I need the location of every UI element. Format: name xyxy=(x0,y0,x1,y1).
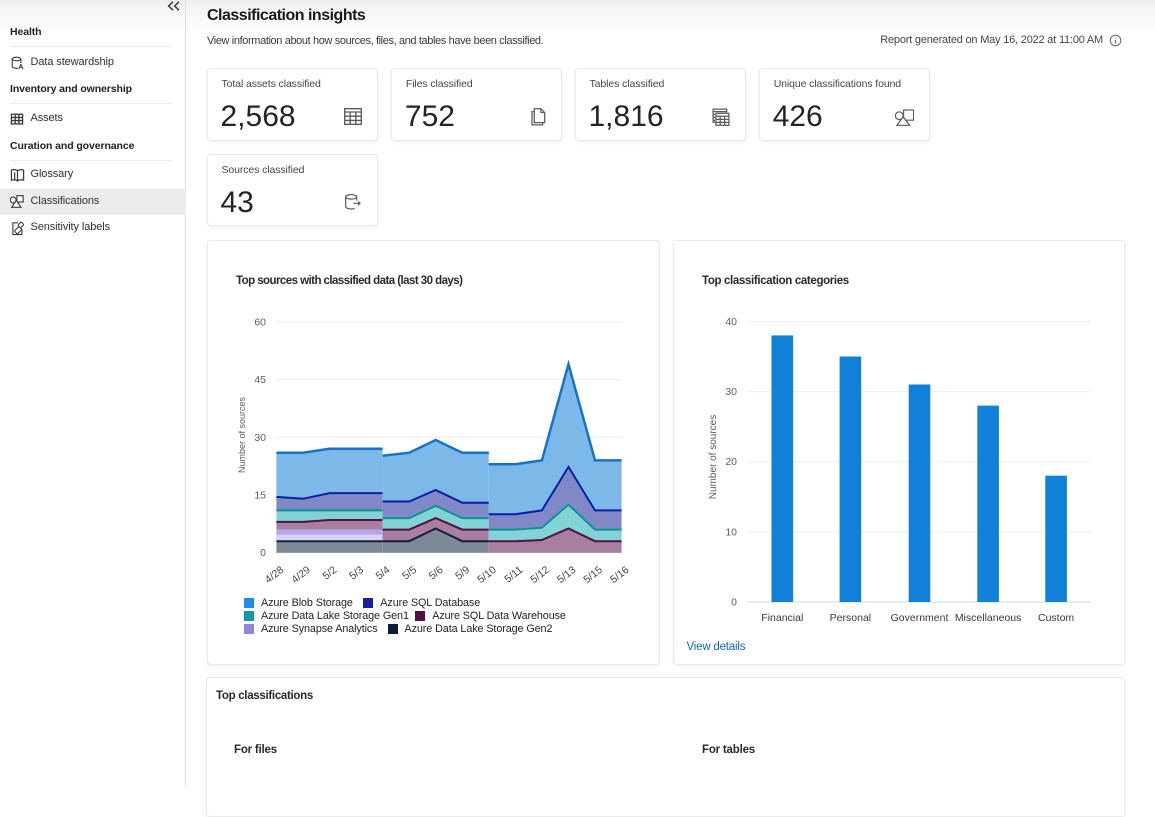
svg-text:Custom: Custom xyxy=(1038,612,1074,624)
svg-text:30: 30 xyxy=(725,386,737,398)
svg-text:5/15: 5/15 xyxy=(581,564,605,586)
svg-text:5/12: 5/12 xyxy=(528,564,552,586)
svg-text:4/29: 4/29 xyxy=(289,564,313,586)
svg-text:10: 10 xyxy=(725,526,737,538)
svg-text:A: A xyxy=(18,64,23,71)
svg-text:60: 60 xyxy=(254,316,266,328)
svg-text:Government: Government xyxy=(890,612,948,624)
svg-text:5/3: 5/3 xyxy=(347,564,366,583)
svg-text:5/13: 5/13 xyxy=(554,564,578,586)
svg-text:15: 15 xyxy=(254,490,266,502)
svg-text:5/11: 5/11 xyxy=(502,564,525,586)
svg-text:30: 30 xyxy=(254,432,266,444)
svg-text:0: 0 xyxy=(260,547,266,559)
svg-text:5/2: 5/2 xyxy=(320,564,339,583)
svg-text:0: 0 xyxy=(731,597,737,609)
svg-text:Financial: Financial xyxy=(761,612,803,624)
svg-text:4/28: 4/28 xyxy=(262,564,286,586)
svg-text:45: 45 xyxy=(254,374,266,386)
svg-text:40: 40 xyxy=(725,316,737,328)
svg-text:Miscellaneous: Miscellaneous xyxy=(954,612,1021,624)
svg-text:Number of sources: Number of sources xyxy=(237,396,247,473)
svg-text:5/10: 5/10 xyxy=(475,564,499,586)
svg-text:Personal: Personal xyxy=(829,612,870,624)
svg-text:20: 20 xyxy=(725,456,737,468)
svg-text:Number of sources: Number of sources xyxy=(708,415,719,499)
svg-text:5/5: 5/5 xyxy=(400,564,419,583)
svg-text:5/16: 5/16 xyxy=(607,564,631,586)
svg-text:5/9: 5/9 xyxy=(453,564,472,583)
svg-text:5/6: 5/6 xyxy=(426,564,445,583)
svg-text:5/4: 5/4 xyxy=(373,564,392,583)
